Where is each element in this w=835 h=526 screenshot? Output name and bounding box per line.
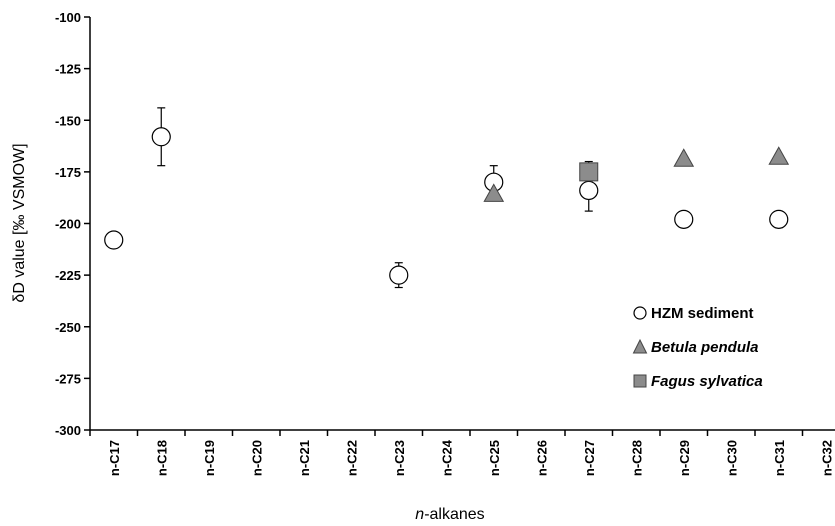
x-tick-label: n-C31 (772, 440, 787, 476)
circle-point (389, 265, 409, 285)
x-tick-label: n-C29 (677, 440, 692, 476)
legend-triangle-marker (632, 338, 648, 354)
x-tick-label: n-C19 (202, 440, 217, 476)
x-tick-label: n-C28 (629, 440, 644, 476)
triangle-point (673, 148, 695, 167)
y-tick-label: -200 (55, 217, 81, 232)
x-tick-label: n-C21 (297, 440, 312, 476)
circle-point (674, 209, 694, 229)
circle-point (579, 180, 599, 201)
x-axis-title-prefix: n (415, 506, 424, 523)
x-tick-label: n-C18 (154, 440, 169, 476)
x-tick-label: n-C24 (439, 439, 454, 476)
x-tick-label: n-C30 (724, 440, 739, 476)
x-tick-label: n-C32 (819, 440, 834, 476)
triangle-point (768, 146, 790, 165)
x-tick-label: n-C20 (249, 440, 264, 476)
y-axis-title: δD value [‰ VSMOW] (11, 143, 28, 302)
x-tick-label: n-C22 (344, 440, 359, 476)
error-bars (157, 107, 783, 289)
legend-label: HZM sediment (651, 305, 754, 322)
circle-point (769, 209, 789, 229)
y-tick-label: -300 (55, 423, 81, 438)
x-tick-label: n-C23 (392, 440, 407, 476)
circle-point (151, 127, 171, 147)
x-tick-label: n-C25 (487, 440, 502, 476)
legend: HZM sediment Betula pendula Fagus sylvatic… (632, 305, 763, 390)
y-tick-label: -150 (55, 113, 81, 128)
y-tick-label: -175 (55, 165, 81, 180)
y-tick-label: -250 (55, 320, 81, 335)
triangle-point (483, 183, 505, 202)
x-tick-label: n-C26 (534, 440, 549, 476)
y-tick-label: -100 (55, 10, 81, 25)
y-tick-label: -225 (55, 268, 81, 283)
x-axis-title-suffix: -alkanes (424, 506, 484, 523)
x-axis-ticks: n-C17 n-C18 n-C19 n-C20 n-C21 n-C22 n-C23 n-C24… (89, 430, 834, 476)
y-tick-label: -125 (55, 62, 81, 77)
y-tick-label: -275 (55, 371, 81, 386)
y-axis-ticks: -100 -125 -150 -175 -200 -225 -250 -275 -300 (55, 10, 90, 438)
legend-circle-marker (633, 306, 647, 320)
x-axis-title: n-alkanes (415, 506, 484, 523)
data-points (104, 127, 790, 285)
circle-point (104, 230, 124, 250)
square-point (579, 162, 599, 182)
legend-label: Fagus sylvatica (651, 373, 763, 390)
x-tick-label: n-C27 (582, 440, 597, 476)
x-tick-label: n-C17 (107, 440, 122, 476)
legend-square-marker (633, 374, 647, 388)
legend-label: Betula pendula (651, 339, 759, 356)
